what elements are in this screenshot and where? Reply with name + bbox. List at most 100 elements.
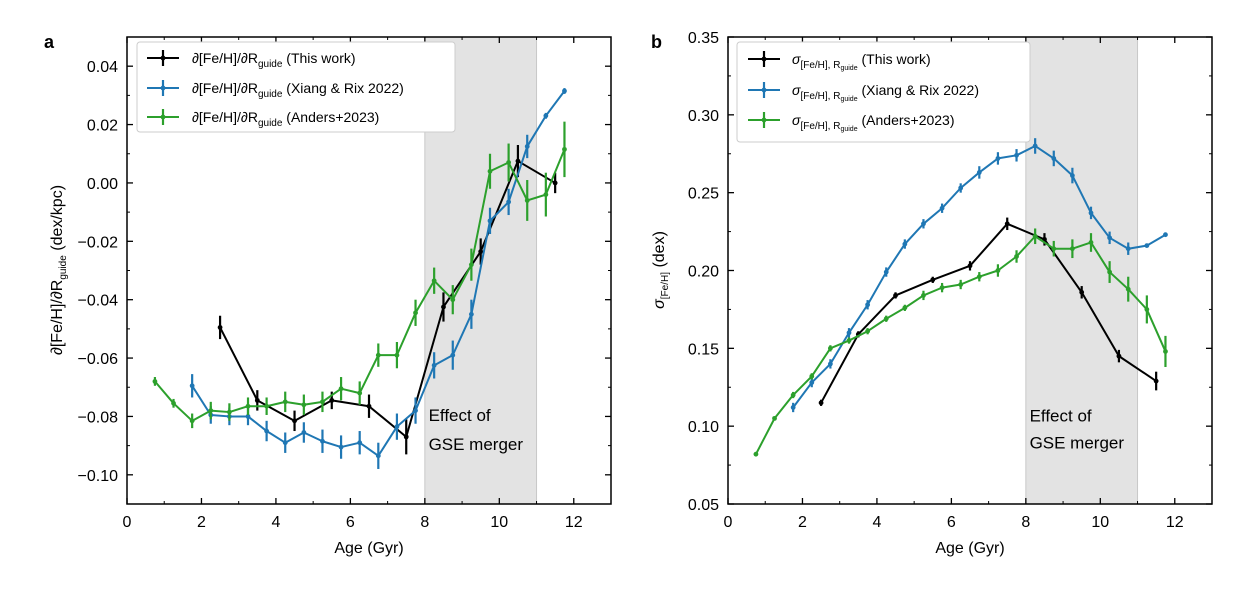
panel-a-legend: ∂[Fe/H]/∂Rguide (This work) ∂[Fe/H]/∂Rgu…	[136, 41, 456, 133]
panel-b-data-point	[1004, 221, 1010, 227]
svg-text:∂[Fe/H]/∂Rguide (Anders+2023): ∂[Fe/H]/∂Rguide (Anders+2023)	[192, 109, 379, 129]
panel-a-data-point	[506, 160, 512, 165]
panel-b-data-point	[790, 405, 796, 410]
panel-b-data-point	[809, 373, 815, 379]
panel-b-data-point	[995, 156, 1001, 161]
panel-a-data-point	[468, 311, 474, 317]
panel-a-x-tick-label: 10	[490, 514, 508, 531]
panel-b-x-tick-label: 0	[724, 514, 733, 531]
panel-a-data-point	[431, 278, 437, 284]
panel-a-y-tick-label: 0.00	[87, 176, 118, 193]
panel-b-data-point	[809, 380, 815, 385]
panel-b-data-point	[1163, 349, 1168, 354]
panel-b-legend-entry-this-work: σ[Fe/H], Rguide (This work)	[748, 51, 931, 72]
panel-b-letter: b	[651, 32, 662, 52]
panel-a-series-anders	[152, 121, 567, 429]
panel-b-data-point	[790, 392, 796, 398]
panel-b-data-point	[1069, 246, 1075, 252]
legend-handle-marker	[160, 55, 166, 61]
panel-a-data-point	[264, 428, 270, 434]
panel-b-x-axis-label: Age (Gyr)	[935, 540, 1004, 557]
panel-a-data-point	[254, 397, 260, 403]
panel-b-y-axis-label: σ[Fe/H] (dex)	[651, 231, 671, 309]
panel-a-data-point	[282, 440, 288, 446]
panel-a-data-point	[478, 249, 484, 254]
panel-a-data-point	[524, 198, 530, 203]
panel-b-data-point	[958, 185, 964, 191]
panel-b-data-point	[1125, 286, 1131, 292]
panel-a-data-point	[329, 397, 335, 403]
panel-b-data-point	[1153, 378, 1159, 384]
panel-b-legend-entry-xiang-rix: σ[Fe/H], Rguide (Xiang & Rix 2022)	[748, 82, 979, 103]
panel-a-data-point	[245, 403, 251, 409]
panel-b-y-tick-label: 0.10	[688, 419, 719, 436]
panel-a-y-axis-label: ∂[Fe/H]/∂Rguide (dex/kpc)	[49, 185, 69, 355]
panel-b-annotation-line1: Effect of	[1030, 406, 1092, 425]
panel-a-data-point	[264, 403, 270, 409]
panel-a-data-point	[292, 418, 297, 424]
panel-b-data-point	[939, 205, 945, 211]
panel-a-data-point	[562, 146, 567, 152]
panel-b-data-point	[1088, 240, 1094, 245]
panel-a-data-point	[152, 379, 158, 384]
panel-a-data-point	[357, 390, 363, 396]
legend-handle-marker	[160, 85, 166, 91]
panel-a: 0 2 4 6 8 10 12 −0.10 −0.08 −0.06 −0.04 −0.02 0.00 0.…	[44, 32, 612, 557]
panel-a-data-point	[375, 453, 381, 459]
panel-a-x-tick-label: 4	[271, 514, 280, 531]
panel-b-data-point	[883, 316, 889, 322]
panel-b-data-point	[1032, 143, 1038, 149]
panel-b-data-point	[1107, 235, 1113, 241]
panel-b-data-point	[1116, 353, 1122, 359]
panel-a-y-tick-label: −0.02	[78, 234, 119, 251]
panel-a-letter: a	[44, 32, 55, 52]
panel-a-y-tick-label: −0.10	[78, 468, 119, 485]
legend-handle-marker	[160, 114, 166, 120]
panel-a-data-point	[543, 113, 549, 119]
panel-b-series-anders	[753, 228, 1168, 457]
panel-a-x-tick-label: 0	[123, 514, 132, 531]
panel-a-data-point	[450, 297, 456, 303]
panel-a-data-point	[171, 400, 176, 406]
panel-b-data-point	[818, 400, 824, 406]
panel-b-data-point	[958, 282, 964, 287]
panel-b-series-this-work-line	[820, 222, 1157, 404]
panel-b-y-tick-label: 0.35	[688, 30, 719, 47]
panel-a-data-point	[366, 403, 372, 409]
panel-b-data-point	[1079, 289, 1085, 295]
panel-b-y-tick-label: 0.15	[688, 341, 719, 358]
panel-b: 0 2 4 6 8 10 120.050.100.150.200.250.300.35 b …	[651, 30, 1213, 557]
panel-b-data-point	[827, 361, 833, 367]
panel-a-data-point	[543, 192, 549, 198]
panel-a-data-point	[357, 440, 363, 446]
panel-b-y-tick-label: 0.25	[688, 186, 719, 203]
panel-a-data-point	[226, 409, 232, 415]
panel-a-data-point	[487, 218, 493, 224]
panel-b-data-point	[1144, 243, 1150, 248]
panel-b-data-point	[1107, 269, 1113, 275]
panel-b-data-point	[967, 263, 973, 269]
svg-text:σ[Fe/H], Rguide (This work): σ[Fe/H], Rguide (This work)	[792, 51, 931, 72]
panel-b-data-point	[1088, 210, 1094, 216]
panel-a-data-point	[189, 418, 195, 424]
panel-a-data-point	[217, 325, 223, 330]
panel-a-data-point	[208, 408, 214, 413]
panel-b-legend: σ[Fe/H], Rguide (This work) σ[Fe/H], Rgu…	[736, 41, 1031, 143]
svg-text:σ[Fe/H], Rguide (Anders+2023): σ[Fe/H], Rguide (Anders+2023)	[792, 112, 955, 133]
panel-b-data-point	[846, 330, 852, 336]
panel-b-data-point	[995, 268, 1001, 273]
panel-a-data-point	[441, 304, 446, 310]
legend-handle-marker	[761, 117, 767, 123]
panel-b-data-point	[902, 241, 908, 247]
panel-a-data-point	[450, 352, 456, 358]
panel-a-data-point	[468, 262, 474, 268]
panel-b-x-tick-label: 6	[947, 514, 956, 531]
panel-b-data-point	[1144, 307, 1150, 312]
panel-b-legend-entry-anders: σ[Fe/H], Rguide (Anders+2023)	[748, 112, 955, 133]
panel-a-data-point	[431, 362, 437, 368]
panel-a-data-point	[506, 199, 512, 205]
panel-b-data-point	[939, 285, 945, 291]
panel-a-annotation-line1: Effect of	[429, 406, 491, 425]
legend-handle-marker	[761, 87, 767, 93]
panel-b-x-tick-label: 8	[1021, 514, 1030, 531]
